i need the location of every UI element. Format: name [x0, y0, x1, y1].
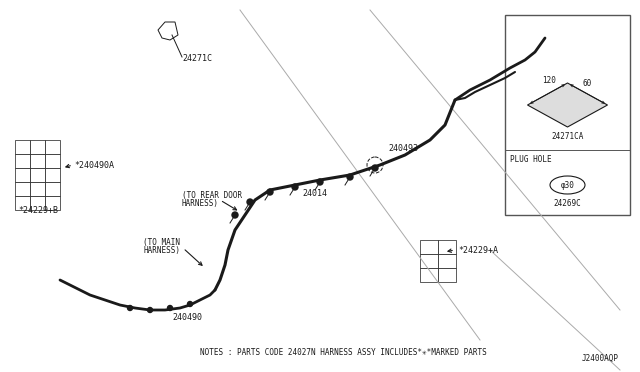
- Bar: [438, 268, 456, 282]
- Bar: [420, 254, 438, 268]
- Circle shape: [267, 189, 273, 195]
- Text: 24271CA: 24271CA: [551, 132, 584, 141]
- Bar: [45, 168, 60, 182]
- Circle shape: [292, 184, 298, 190]
- Bar: [30, 182, 45, 196]
- Circle shape: [232, 212, 238, 218]
- Text: NOTES : PARTS CODE 24027N HARNESS ASSY INCLUDES*✳*MARKED PARTS: NOTES : PARTS CODE 24027N HARNESS ASSY I…: [200, 347, 487, 356]
- Bar: [420, 268, 438, 282]
- Text: 240493: 240493: [388, 144, 418, 153]
- Bar: [420, 240, 438, 254]
- Text: 24014: 24014: [302, 189, 327, 198]
- Bar: [438, 254, 456, 268]
- Circle shape: [147, 308, 152, 312]
- Text: *24229+B: *24229+B: [18, 205, 58, 215]
- Text: *240490A: *240490A: [74, 160, 114, 170]
- Circle shape: [347, 174, 353, 180]
- Bar: [30, 196, 45, 210]
- Bar: [438, 240, 456, 254]
- Bar: [15, 140, 30, 154]
- Bar: [30, 154, 45, 168]
- Circle shape: [188, 301, 193, 307]
- Ellipse shape: [550, 176, 585, 194]
- Bar: [45, 196, 60, 210]
- Bar: [30, 168, 45, 182]
- Text: J2400AQP: J2400AQP: [582, 353, 618, 362]
- Bar: [45, 140, 60, 154]
- Bar: [15, 196, 30, 210]
- Bar: [505, 15, 630, 215]
- Text: (TO REAR DOOR: (TO REAR DOOR: [182, 190, 242, 199]
- Text: PLUG HOLE: PLUG HOLE: [510, 155, 552, 164]
- Text: HARNESS): HARNESS): [143, 246, 180, 254]
- Text: HARNESS): HARNESS): [182, 199, 219, 208]
- Bar: [45, 154, 60, 168]
- Text: 120: 120: [543, 76, 556, 85]
- Text: (TO MAIN: (TO MAIN: [143, 237, 180, 247]
- Text: *24229+A: *24229+A: [458, 246, 498, 254]
- Polygon shape: [158, 22, 178, 40]
- Text: φ30: φ30: [561, 180, 575, 189]
- Text: 240490: 240490: [172, 314, 202, 323]
- Circle shape: [317, 179, 323, 185]
- Bar: [30, 140, 45, 154]
- Text: 24271C: 24271C: [182, 54, 212, 62]
- Text: 24269C: 24269C: [554, 199, 581, 208]
- Circle shape: [372, 165, 378, 171]
- Bar: [45, 182, 60, 196]
- Bar: [15, 168, 30, 182]
- Circle shape: [127, 305, 132, 311]
- Circle shape: [168, 305, 173, 311]
- Bar: [15, 182, 30, 196]
- Circle shape: [247, 199, 253, 205]
- Polygon shape: [527, 83, 607, 127]
- Text: 60: 60: [583, 79, 592, 88]
- Bar: [15, 154, 30, 168]
